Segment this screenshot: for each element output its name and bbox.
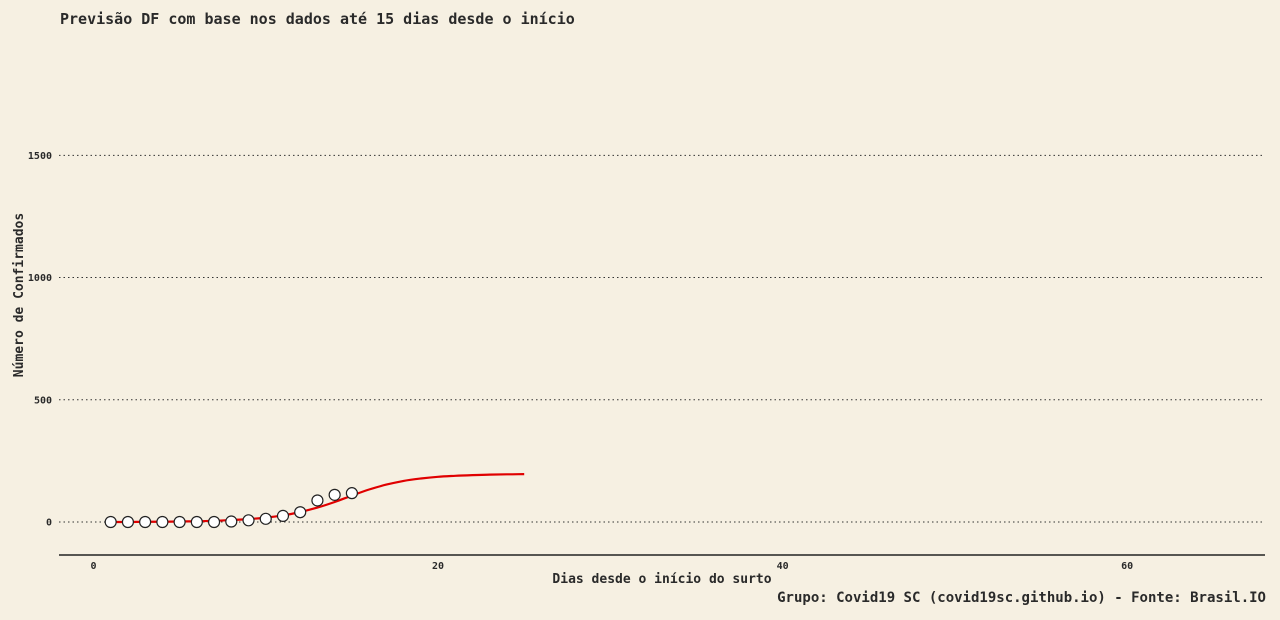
observed-point — [311, 494, 324, 507]
x-tick-label: 40 — [777, 561, 789, 572]
observed-point — [190, 515, 203, 529]
observed-point — [276, 509, 290, 522]
observed-point — [225, 515, 238, 528]
x-tick-label: 60 — [1121, 561, 1133, 572]
observed-point — [121, 515, 135, 529]
observed-point — [259, 512, 272, 525]
y-tick-label: 500 — [34, 395, 52, 406]
observed-point — [173, 515, 186, 529]
observed-point — [294, 506, 307, 519]
gridlines — [59, 154, 1265, 523]
observed-points — [104, 487, 358, 529]
observed-point — [242, 514, 255, 527]
y-tick-label: 0 — [46, 518, 52, 529]
caption: Grupo: Covid19 SC (covid19sc.github.io) … — [777, 590, 1266, 606]
observed-point — [156, 515, 169, 529]
y-tick-labels: 0 500 1000 1500 — [28, 151, 52, 529]
y-tick-label: 1000 — [28, 273, 52, 284]
x-axis-title: Dias desde o início do surto — [552, 572, 771, 587]
x-tick-labels: 0 20 40 60 — [90, 561, 1133, 572]
observed-point — [104, 515, 117, 529]
x-tick-label: 20 — [432, 561, 444, 572]
observed-point — [207, 515, 221, 529]
observed-point — [139, 515, 152, 529]
observed-point — [345, 487, 358, 500]
chart-title: Previsão DF com base nos dados até 15 di… — [60, 10, 575, 28]
x-tick-label: 0 — [90, 561, 96, 572]
y-axis-title: Número de Confirmados — [12, 213, 27, 377]
y-tick-label: 1500 — [28, 151, 52, 162]
observed-point — [328, 488, 341, 501]
